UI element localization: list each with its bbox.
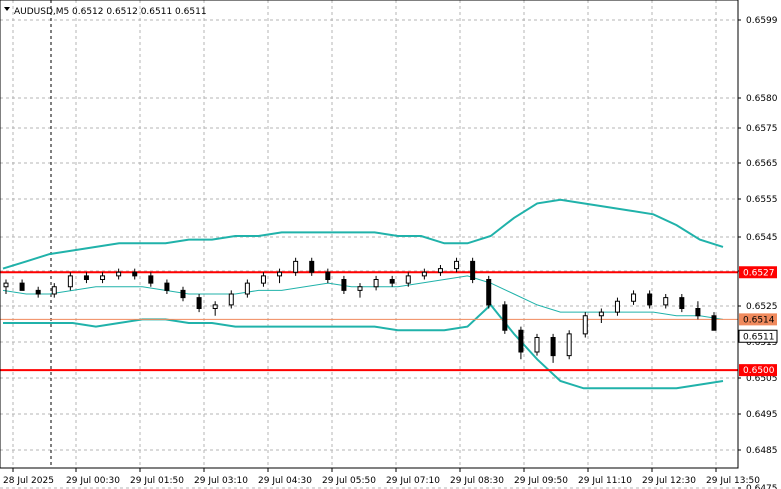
candle-body — [582, 315, 588, 335]
y-tick-label: 0.6545 — [746, 233, 778, 243]
candle-body — [325, 271, 331, 280]
price-marker-label: 0.6514 — [743, 315, 775, 325]
candle-body — [518, 329, 524, 353]
horizontal-lines[interactable] — [0, 271, 738, 372]
y-tick-label: 0.6495 — [746, 410, 778, 420]
candles — [3, 257, 717, 363]
candle-body — [196, 297, 202, 309]
candle-body — [711, 315, 717, 331]
candle-body — [51, 286, 57, 295]
x-tick-label: 29 Jul 00:30 — [66, 476, 120, 486]
candle-body — [389, 279, 395, 284]
candle-body — [373, 279, 379, 288]
candle-body — [502, 304, 508, 331]
bollinger-lower-band — [3, 303, 724, 390]
y-tick-label: 0.6580 — [746, 94, 778, 104]
y-tick-label: 0.6475 — [746, 484, 778, 489]
candle-body — [631, 293, 637, 302]
candle-body — [679, 297, 685, 309]
y-tick-label: 0.6515 — [746, 338, 778, 348]
candle-body — [260, 275, 266, 284]
candle-body — [695, 308, 701, 317]
price-marker-label: 0.6511 — [743, 332, 775, 342]
candle-body — [614, 300, 620, 313]
candle-body — [454, 260, 460, 270]
time-axis[interactable]: 28 Jul 2025 29 Jul 00:30 29 Jul 01:50 29 Ju… — [3, 468, 760, 486]
y-tick-label: 0.6505 — [746, 374, 778, 384]
candle-body — [35, 289, 41, 295]
x-tick-label: 29 Jul 03:10 — [194, 476, 248, 486]
candle-body — [180, 289, 186, 299]
candle-body — [116, 271, 122, 277]
y-tick-label: 0.6485 — [746, 446, 778, 456]
candle-body — [100, 275, 106, 280]
candle-body — [19, 282, 25, 291]
candle-body — [437, 268, 443, 273]
price-marker — [739, 364, 777, 377]
candle-body — [164, 282, 170, 291]
candle-body — [663, 297, 669, 306]
grid — [0, 0, 738, 489]
price-marker-label: 0.6527 — [743, 268, 775, 278]
candle-body — [470, 260, 476, 280]
candle-body — [148, 275, 154, 284]
symbol-label: AUDUSD,M5 — [14, 7, 69, 17]
candle-body — [67, 275, 73, 288]
candle-body — [421, 271, 427, 277]
dropdown-triangle-icon[interactable] — [4, 7, 10, 11]
price-markers: 0.6527 0.6500 0.6514 0.6511 — [738, 266, 778, 377]
x-tick-label: 29 Jul 12:30 — [642, 476, 696, 486]
plot-frame — [0, 0, 739, 469]
candle-body — [3, 282, 9, 288]
candle-body — [486, 279, 492, 306]
candle-body — [566, 333, 572, 357]
candle-body — [357, 286, 363, 291]
price-marker — [739, 313, 777, 326]
candle-body — [405, 275, 411, 284]
candle-body — [647, 293, 653, 306]
candle-body — [550, 337, 556, 357]
candle-body — [598, 311, 604, 317]
x-tick-label: 29 Jul 05:50 — [322, 476, 376, 486]
x-tick-label: 29 Jul 11:10 — [578, 476, 632, 486]
candle-body — [293, 260, 299, 273]
candle-body — [534, 337, 540, 353]
y-tick-label: 0.6555 — [746, 195, 778, 205]
x-tick-label: 29 Jul 04:30 — [258, 476, 312, 486]
price-marker-label: 0.6500 — [743, 366, 775, 376]
candle-body — [341, 279, 347, 291]
candle-body — [309, 260, 315, 273]
candle-body — [212, 304, 218, 309]
x-tick-label: 29 Jul 13:50 — [706, 476, 760, 486]
candle-body — [244, 282, 250, 295]
x-tick-label: 29 Jul 09:50 — [514, 476, 568, 486]
x-tick-label: 29 Jul 07:10 — [386, 476, 440, 486]
y-tick-label: 0.6525 — [746, 302, 778, 312]
ohlc-readout: 0.6512 0.6512 0.6511 0.6511 — [72, 7, 207, 17]
price-marker — [738, 329, 778, 343]
x-tick-label: 28 Jul 2025 — [3, 476, 54, 486]
candle-body — [132, 271, 138, 277]
bollinger-upper-band — [2, 198, 724, 270]
y-tick-label: 0.6599 — [746, 16, 778, 26]
candle-body — [228, 293, 234, 306]
candle-body — [83, 275, 89, 280]
x-tick-label: 29 Jul 01:50 — [130, 476, 184, 486]
x-tick-label: 29 Jul 08:30 — [450, 476, 504, 486]
y-tick-label: 0.6575 — [746, 124, 778, 134]
y-tick-label: 0.6565 — [746, 159, 778, 169]
price-marker — [739, 266, 777, 279]
candle-body — [277, 271, 283, 277]
